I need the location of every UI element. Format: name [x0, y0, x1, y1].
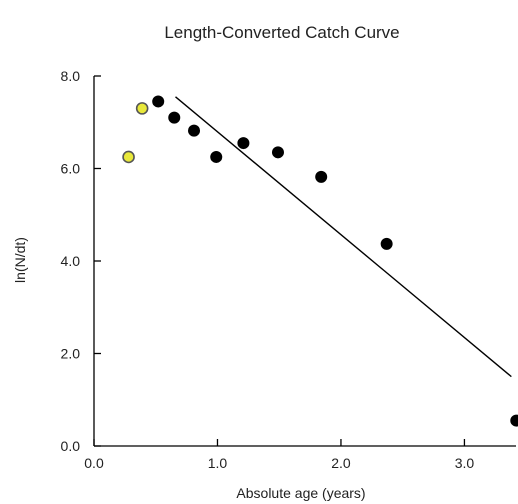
- x-axis-label: Absolute age (years): [236, 485, 365, 501]
- included-data-point: [380, 237, 393, 250]
- y-tick-label: 0.0: [61, 438, 81, 454]
- y-axis-ticks: 0.0 2.0 4.0 6.0 8.0: [61, 68, 101, 454]
- chart-title: Length-Converted Catch Curve: [164, 23, 399, 42]
- y-tick-label: 8.0: [61, 68, 81, 84]
- included-data-point: [315, 170, 328, 183]
- included-data-point: [271, 146, 284, 159]
- included-data-point: [168, 111, 181, 124]
- included-data-point: [188, 124, 201, 137]
- plot-area: 0.0 2.0 4.0 6.0 8.0 0.0 1.0 2.0 3.0: [61, 68, 518, 471]
- included-data-point: [510, 414, 518, 427]
- regression-line-group: [175, 96, 512, 378]
- excluded-data-point: [122, 150, 135, 164]
- x-tick-label: 2.0: [331, 455, 351, 471]
- data-points: [122, 95, 518, 427]
- included-data-point: [210, 150, 223, 163]
- excluded-data-point: [135, 102, 149, 115]
- x-tick-label: 1.0: [208, 455, 228, 471]
- y-tick-label: 6.0: [61, 161, 81, 177]
- y-tick-label: 4.0: [61, 253, 81, 269]
- regression-line: [175, 96, 512, 378]
- x-tick-label: 3.0: [455, 455, 475, 471]
- y-axis-label: ln(N/dt): [12, 237, 28, 283]
- y-tick-label: 2.0: [61, 346, 81, 362]
- included-data-point: [237, 137, 250, 150]
- included-data-point: [152, 95, 165, 108]
- x-tick-label: 0.0: [84, 455, 104, 471]
- x-axis-ticks: 0.0 1.0 2.0 3.0: [84, 439, 474, 471]
